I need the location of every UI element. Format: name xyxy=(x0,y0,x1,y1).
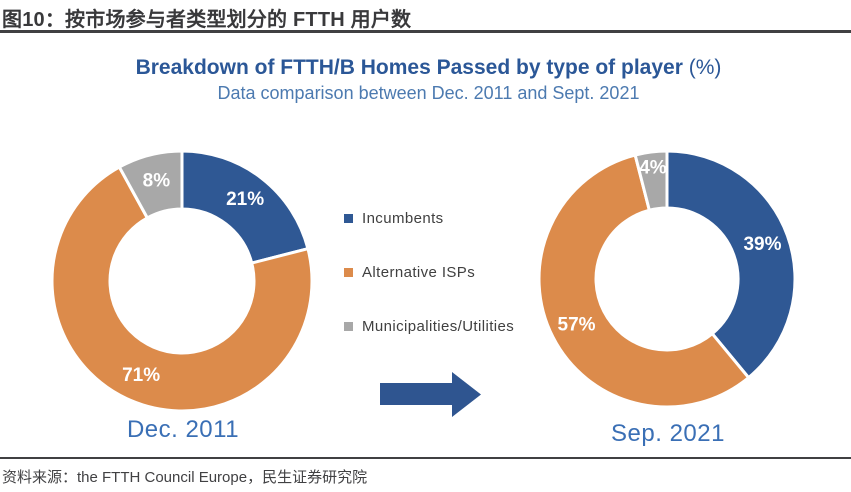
donut-label-dec-2011: Dec. 2011 xyxy=(126,416,240,443)
legend-swatch-municipalities-utilities xyxy=(344,322,353,331)
header-rule xyxy=(0,30,851,33)
chart-title-unit: (%) xyxy=(688,56,722,79)
chart-title-text: Breakdown of FTTH/B Homes Passed by type… xyxy=(135,56,683,79)
slice-data-label: 71% xyxy=(122,365,160,386)
legend-swatch-incumbents xyxy=(344,214,353,223)
donut-dec-2011: 21% 71% 8% xyxy=(50,149,314,413)
legend-label-incumbents: Incumbents xyxy=(362,210,444,227)
figure-caption: 图10：按市场参与者类型划分的 FTTH 用户数 xyxy=(2,9,412,31)
legend-item-municipalities-utilities: Municipalities/Utilities xyxy=(344,318,514,335)
legend-item-alternative-isps: Alternative ISPs xyxy=(344,264,514,281)
donut-sep-2021: 39% 57% 4% xyxy=(537,149,797,409)
footer-rule xyxy=(0,457,851,459)
source-note: 资料来源：the FTTH Council Europe，民生证券研究院 xyxy=(2,469,368,486)
legend-label-municipalities-utilities: Municipalities/Utilities xyxy=(362,318,515,335)
right-arrow-icon xyxy=(380,372,481,417)
slice-data-label: 57% xyxy=(558,315,596,336)
donut-slice-alternative-isps xyxy=(50,165,314,413)
chart-legend: Incumbents Alternative ISPs Municipaliti… xyxy=(344,210,514,335)
donut-slice-municipalities-utilities xyxy=(117,149,184,220)
slice-data-label: 39% xyxy=(743,234,781,255)
donut-slice-incumbents xyxy=(665,149,797,380)
legend-label-alternative-isps: Alternative ISPs xyxy=(362,264,476,281)
legend-swatch-alternative-isps xyxy=(344,268,353,277)
donut-slice-alternative-isps xyxy=(537,153,751,409)
slice-data-label: 8% xyxy=(143,171,171,192)
chart-subtitle: Data comparison between Dec. 2011 and Se… xyxy=(217,83,640,103)
donut-slice-incumbents xyxy=(180,149,310,265)
donut-label-sep-2021: Sep. 2021 xyxy=(611,420,725,447)
slice-data-label: 21% xyxy=(226,189,264,210)
donut-slice-municipalities-utilities xyxy=(633,149,669,213)
legend-item-incumbents: Incumbents xyxy=(344,210,514,227)
slice-data-label: 4% xyxy=(639,157,667,178)
chart-title: Breakdown of FTTH/B Homes Passed by type… xyxy=(6,56,851,80)
